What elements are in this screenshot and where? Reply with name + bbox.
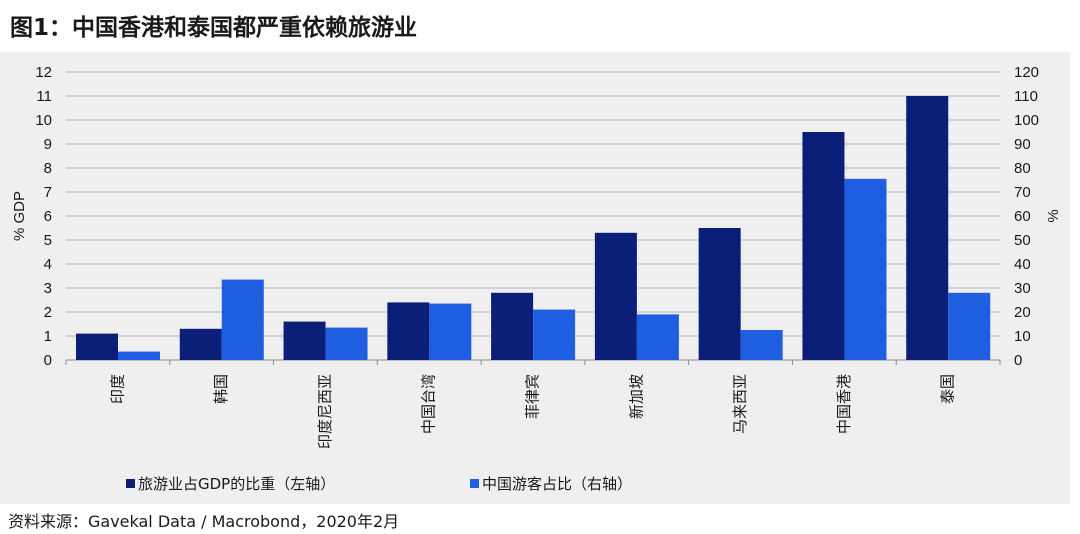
y-right-tick-label: 70 [1014, 184, 1031, 201]
y-right-axis-label: % [1045, 209, 1062, 222]
x-category-label: 马来西亚 [731, 374, 749, 434]
bar-series-1 [594, 232, 637, 360]
x-category-label: 泰国 [939, 374, 957, 404]
source-note: 资料来源：Gavekal Data / Macrobond，2020年2月 [8, 512, 400, 531]
bar-series-2 [844, 178, 887, 360]
y-right-tick-label: 20 [1014, 304, 1031, 321]
y-right-tick-label: 110 [1014, 88, 1038, 105]
bar-series-2 [948, 292, 991, 360]
legend-label-series-2: 中国游客占比（右轴） [482, 475, 632, 493]
x-category-label: 菲律宾 [524, 374, 542, 419]
legend-label-series-1: 旅游业占GDP的比重（左轴） [138, 475, 335, 493]
y-right-tick-label: 100 [1014, 112, 1039, 129]
x-category-label: 印度 [108, 374, 126, 404]
bar-series-2 [533, 309, 576, 360]
bar-series-2 [740, 330, 783, 360]
y-right-tick-label: 120 [1014, 64, 1039, 81]
bar-series-1 [491, 292, 534, 360]
bar-series-1 [906, 96, 949, 360]
bar-chart: 0123456789101112010203040506070809010011… [11, 64, 1062, 493]
y-left-tick-label: 10 [35, 112, 52, 129]
bar-series-2 [429, 303, 472, 360]
bar-series-1 [76, 333, 118, 360]
bar-series-2 [636, 314, 679, 360]
y-right-tick-label: 90 [1014, 136, 1031, 153]
y-right-tick-label: 50 [1014, 232, 1031, 249]
y-left-tick-label: 12 [35, 64, 52, 81]
x-category-label: 韩国 [212, 374, 230, 404]
bar-series-1 [179, 328, 222, 360]
bar-series-2 [325, 327, 368, 360]
bar-series-1 [698, 228, 741, 360]
y-right-tick-label: 60 [1014, 208, 1031, 225]
y-left-tick-label: 5 [44, 232, 52, 249]
chart-panel: 0 1 2 3 4 5 6 7 8 9 10 11 12 0 10 20 30 40 50 60 70 80 90 100 11… [0, 52, 1070, 504]
y-left-tick-label: 0 [44, 352, 52, 369]
chart-title: 图1：中国香港和泰国都严重依赖旅游业 [10, 15, 418, 41]
bar-series-1 [802, 132, 845, 360]
bar-series-2 [118, 351, 160, 360]
bar-series-1 [387, 302, 430, 360]
y-right-tick-label: 40 [1014, 256, 1031, 273]
y-left-tick-label: 9 [44, 136, 52, 153]
x-category-label: 印度尼西亚 [316, 374, 334, 449]
x-category-label: 新加坡 [627, 374, 645, 419]
y-right-tick-label: 0 [1014, 352, 1022, 369]
legend-swatch-series-2 [470, 479, 479, 488]
y-left-axis-label: % GDP [11, 191, 28, 241]
y-right-tick-label: 80 [1014, 160, 1031, 177]
y-left-tick-label: 8 [44, 160, 52, 177]
y-left-tick-label: 7 [44, 184, 52, 201]
y-right-tick-label: 10 [1014, 328, 1031, 345]
y-left-tick-label: 4 [44, 256, 52, 273]
x-category-label: 中国台湾 [420, 374, 438, 434]
y-left-tick-label: 1 [44, 328, 52, 345]
y-left-tick-label: 3 [44, 280, 52, 297]
x-category-label: 中国香港 [835, 374, 853, 434]
y-left-tick-label: 2 [44, 304, 52, 321]
bar-series-1 [283, 321, 326, 360]
y-left-tick-label: 6 [44, 208, 52, 225]
legend-swatch-series-1 [126, 479, 135, 488]
y-left-tick-label: 11 [36, 88, 52, 105]
y-right-tick-label: 30 [1014, 280, 1031, 297]
bar-series-2 [221, 279, 264, 360]
